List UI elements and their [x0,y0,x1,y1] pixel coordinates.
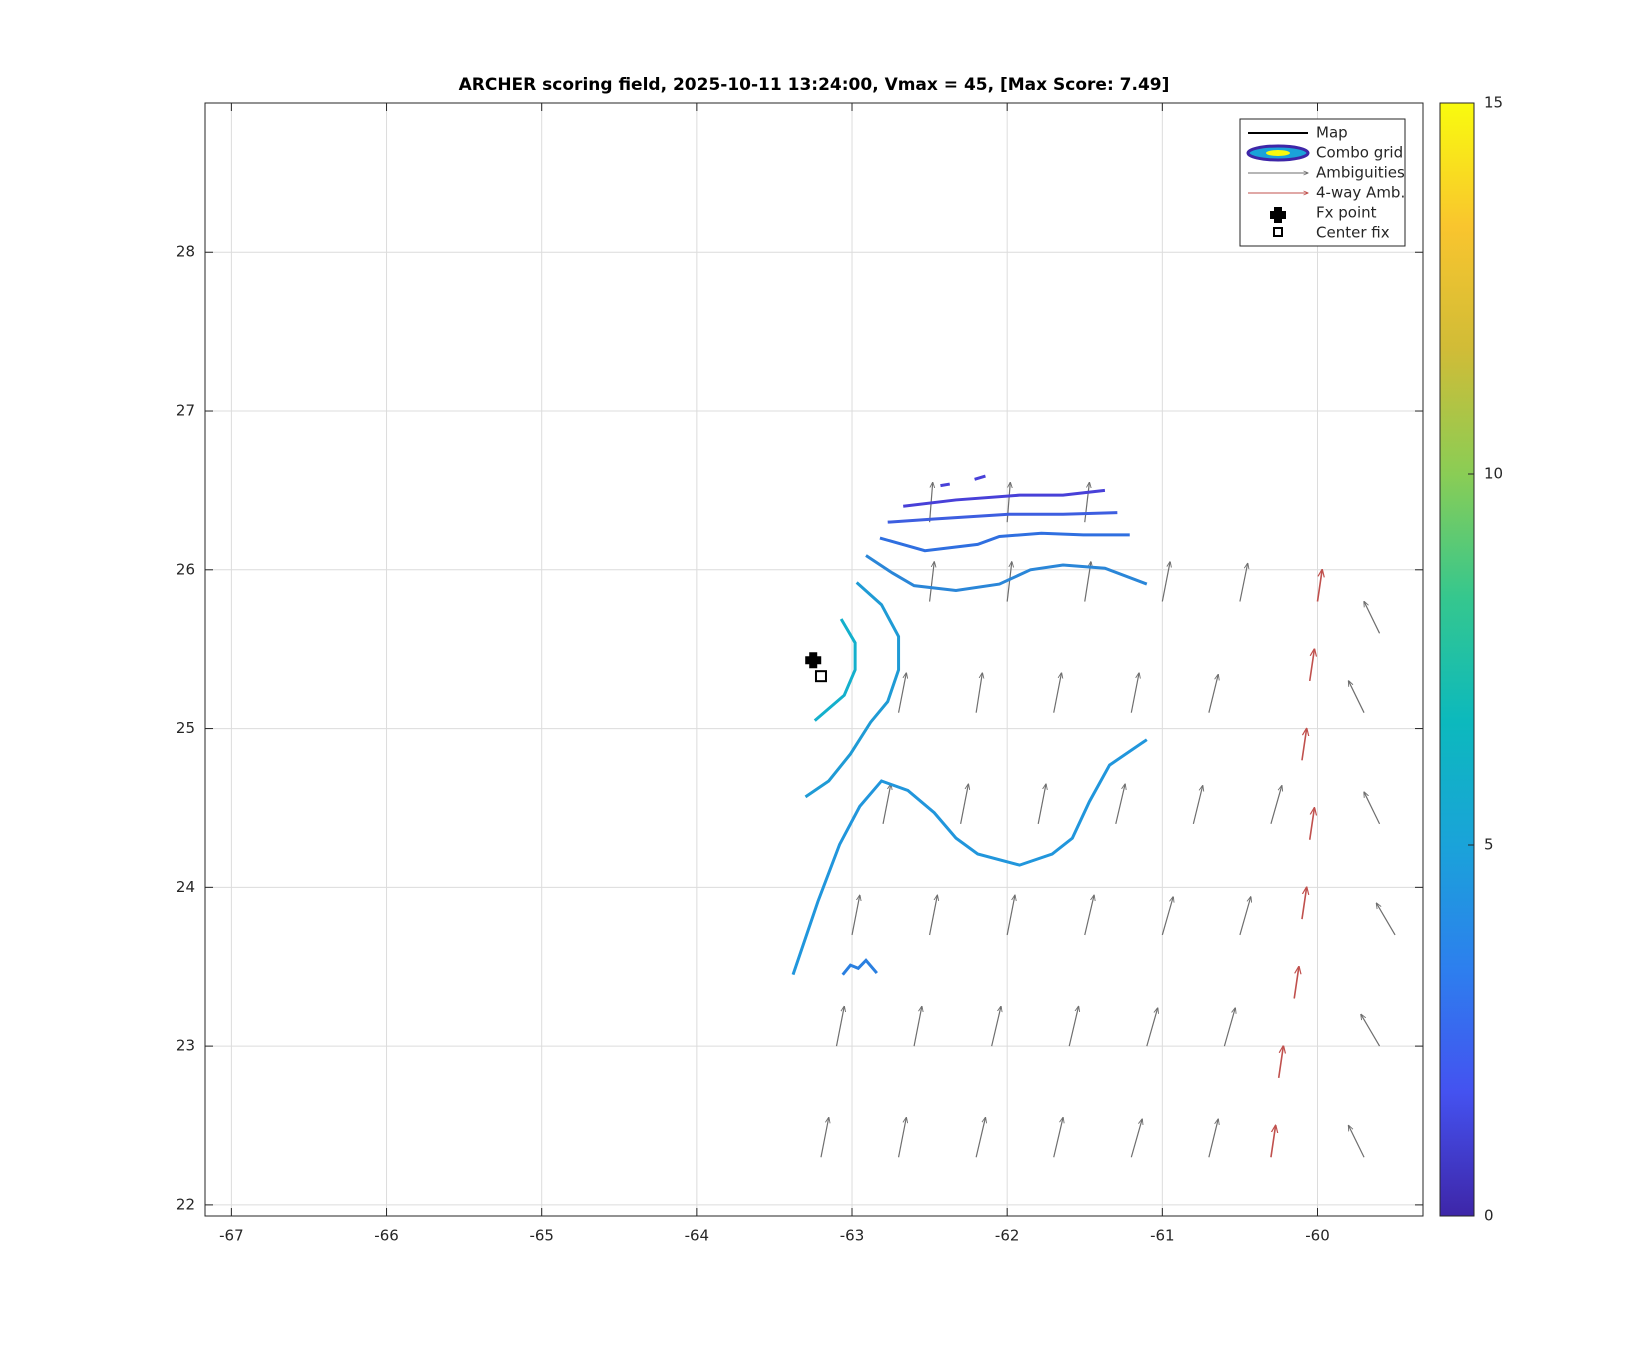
score-contour [887,511,1118,524]
wind-vector [1308,649,1315,682]
wind-vector [851,895,860,936]
legend-label: Ambiguities [1316,164,1405,182]
wind-vector [928,562,935,602]
colorbar-tick-label: 15 [1484,94,1503,112]
wind-vector [1146,1008,1158,1047]
score-contour [813,618,857,722]
legend-label: 4-way Amb. [1316,184,1405,202]
score-contour [903,488,1106,508]
y-tick-label: 23 [176,1037,195,1055]
legend: Map Combo grid Ambiguities 4-way Amb. Fx… [1239,118,1406,247]
wind-vector [929,895,938,936]
score-contour [804,581,901,799]
x-tick-label: -66 [374,1227,399,1245]
wind-vector [960,784,969,824]
wind-vector [1364,792,1381,825]
wind-vector [1084,895,1094,936]
wind-vector [1301,887,1307,920]
wind-vector [1316,570,1322,602]
wind-vector [991,1006,1001,1047]
y-tick-label: 25 [176,719,195,737]
wind-vector [1361,1014,1381,1047]
wind-vector [1293,967,1299,999]
wind-vector [1130,673,1139,713]
wind-vector [820,1118,829,1158]
legend-symbol [1270,207,1286,223]
colorbar-tick-label: 5 [1484,836,1494,854]
wind-vector [1053,673,1062,713]
wind-vector [975,1118,985,1158]
colorbar-tick-label: 0 [1484,1207,1494,1225]
wind-vector [1270,1125,1276,1158]
colorbar-ticks: 0 5 10 15 [1468,94,1503,1225]
score-contour [879,531,1130,553]
wind-vector [1068,1006,1078,1047]
wind-vector [882,784,891,824]
wind-vector [1270,786,1282,824]
score-contour [940,482,951,488]
wind-vector [1006,895,1015,936]
colorbar-tick-label: 10 [1484,465,1503,483]
wind-vector [1161,562,1170,602]
wind-vector [1364,602,1381,634]
x-tick-label: -62 [995,1227,1020,1245]
x-tick-label: -60 [1305,1227,1330,1245]
colorbar [1439,102,1475,1217]
wind-vector [835,1006,844,1047]
wind-vector [1037,784,1046,824]
wind-vector [1130,1119,1142,1158]
wind-vector [1239,563,1248,602]
wind-vector [1208,1119,1218,1158]
wind-vector [1115,784,1125,824]
wind-vector [1239,897,1251,936]
legend-label: Combo grid [1316,144,1403,162]
wind-vector [897,1118,907,1158]
score-contour [791,738,1148,976]
x-tick-label: -61 [1150,1227,1175,1245]
legend-box [1239,118,1406,247]
center-fix [814,670,827,683]
y-tick-label: 24 [176,878,195,896]
wind-vector [975,673,982,713]
axes-box [204,102,1424,1217]
legend-label: Map [1316,124,1348,142]
wind-vector [1223,1008,1235,1047]
legend-symbol [1266,150,1290,156]
y-tick-label: 26 [176,560,195,578]
x-tick-label: -65 [529,1227,554,1245]
wind-vector [1376,903,1396,936]
x-tick-label: -63 [840,1227,865,1245]
plot-area [791,474,1396,1158]
wind-vector [1084,482,1090,523]
score-contour [865,554,1148,592]
wind-vector [1277,1046,1284,1078]
x-tick-label: -67 [219,1227,244,1245]
wind-vector [1349,681,1365,713]
wind-vector [1192,786,1202,824]
wind-vector [1308,808,1315,840]
fx-point [805,652,822,669]
wind-vector [913,1006,922,1047]
legend-label: Center fix [1316,224,1390,242]
legend-symbol [1273,227,1283,237]
y-tick-label: 28 [176,243,195,261]
wind-vector [1208,675,1218,713]
wind-vector [1161,897,1173,936]
wind-vector [1053,1118,1063,1158]
grid [205,103,1423,1216]
legend-label: Fx point [1316,204,1377,222]
wind-vector [1301,729,1307,761]
wind-vector [1349,1125,1365,1158]
chart-title: ARCHER scoring field, 2025-10-11 13:24:0… [459,75,1170,95]
y-tick-label: 27 [176,402,195,420]
wind-vector [897,673,907,713]
x-tick-label: -64 [685,1227,710,1245]
score-contour [974,474,986,481]
score-contour [841,958,878,976]
y-tick-label: 22 [176,1195,195,1213]
wind-vector [1006,562,1012,602]
